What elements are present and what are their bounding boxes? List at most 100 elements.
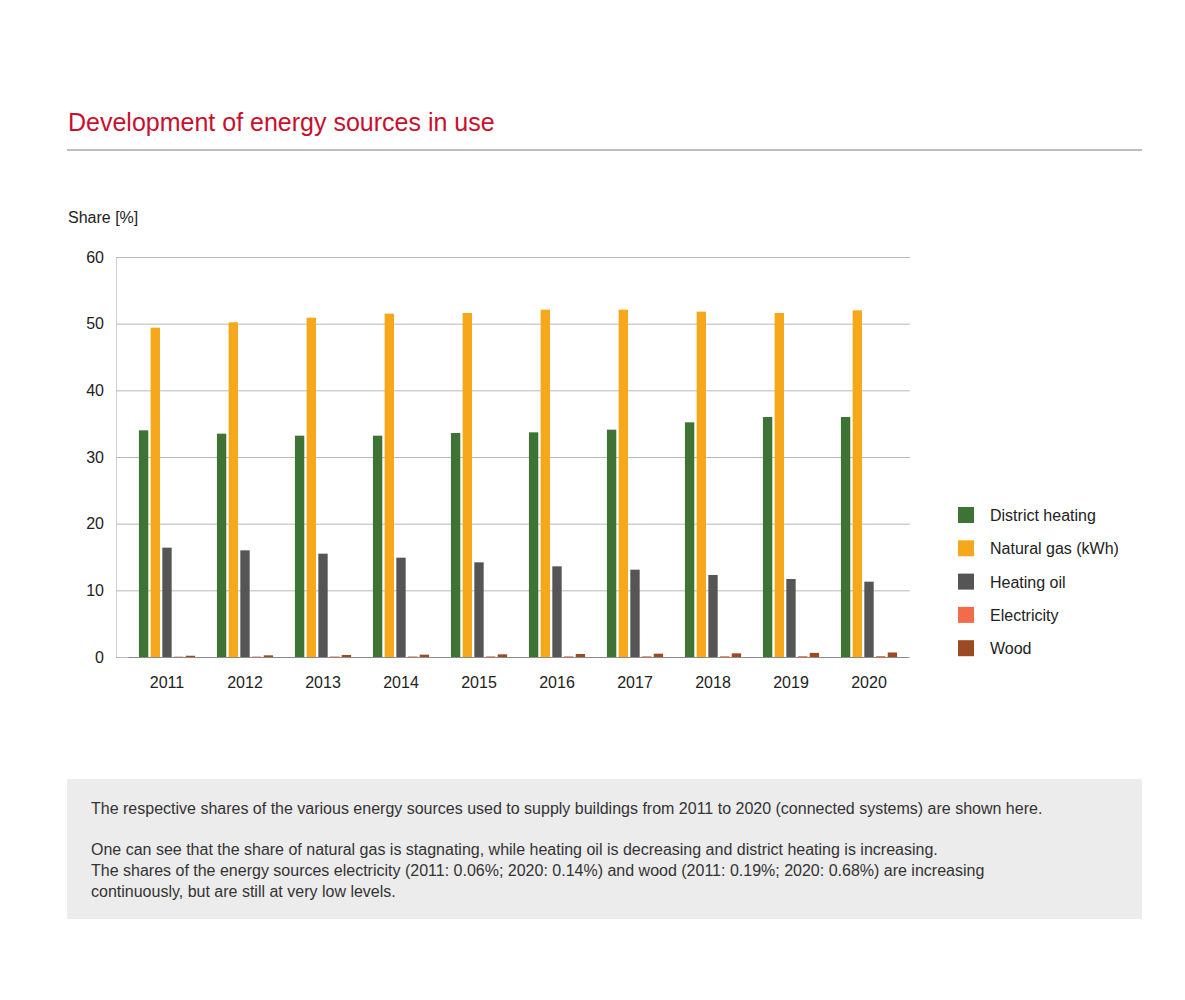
bar [295,436,304,657]
y-tick: 60 [86,249,910,266]
y-tick: 30 [86,449,910,466]
grid-line [116,657,910,658]
legend-label: Natural gas (kWh) [990,540,1119,557]
x-tick: 2017 [617,657,653,691]
bar [697,312,706,657]
bar-series [139,417,850,657]
bar [330,656,339,657]
x-tick: 2015 [461,657,497,691]
note-box [67,779,1142,919]
bar [373,436,382,657]
bar [420,655,429,657]
x-tick-label: 2011 [150,674,185,691]
note-text: continuously, but are still at very low … [91,883,396,900]
x-axis-line [129,657,909,658]
legend-label: Heating oil [990,574,1066,591]
bar [463,313,472,657]
y-tick: 20 [86,515,910,532]
x-tick: 2011 [150,657,185,691]
y-axis: 0102030405060 [86,249,910,666]
bar [174,656,183,657]
y-axis-label: Share [%] [68,209,138,226]
y-tick-label: 50 [86,315,104,332]
bar-series [151,310,862,657]
bar [342,655,351,657]
y-tick-label: 10 [86,582,104,599]
x-tick: 2016 [539,657,575,691]
legend-label: Wood [990,640,1032,657]
bar [853,310,862,657]
bar [607,430,616,657]
legend-swatch [958,574,974,590]
note-text: One can see that the share of natural ga… [91,841,938,858]
x-tick-label: 2012 [227,674,263,691]
chart-svg: Development of energy sources in use Shar… [0,0,1185,1000]
title-rule [67,149,1142,151]
bar [151,328,160,657]
bar [876,656,885,657]
bar [630,570,639,657]
x-tick-label: 2018 [695,674,731,691]
bar [720,656,729,657]
bar [529,432,538,657]
bar [486,656,495,657]
bar [888,652,897,657]
bar [408,656,417,657]
x-tick-label: 2017 [617,674,653,691]
bar [564,656,573,657]
y-tick-label: 30 [86,449,104,466]
x-tick: 2012 [227,657,263,691]
bar [576,654,585,657]
bar [685,422,694,657]
bar [385,314,394,657]
title: Development of energy sources in use [68,108,495,136]
bar [654,654,663,657]
x-tick: 2018 [695,657,731,691]
bar [318,554,327,657]
bar [307,318,316,657]
bar-series [174,656,885,657]
bar [474,562,483,657]
bar [217,434,226,657]
legend-label: Electricity [990,607,1058,624]
bar [396,558,405,657]
y-tick: 50 [86,315,910,332]
legend: District heating Natural gas (kWh) Heating… [958,507,1119,657]
bar [552,566,561,657]
x-tick-label: 2015 [461,674,497,691]
legend-swatch [958,507,974,523]
legend-swatch [958,607,974,623]
x-tick-label: 2016 [539,674,575,691]
bar [451,433,460,657]
bar [264,655,273,657]
page: {"chart_data": { "type": "bar", "title":… [0,0,1185,1000]
y-tick-label: 20 [86,515,104,532]
x-tick-label: 2020 [851,674,887,691]
bar [139,430,148,657]
note-text: The shares of the energy sources electri… [91,862,984,879]
bar [798,656,807,657]
y-tick-label: 60 [86,249,104,266]
y-tick-label: 40 [86,382,104,399]
x-tick-label: 2014 [383,674,419,691]
y-tick: 40 [86,382,910,399]
bar-series [186,652,897,657]
bar [708,575,717,657]
x-tick-label: 2013 [305,674,341,691]
x-tick: 2013 [305,657,341,691]
bar [841,417,850,657]
bar [732,653,741,657]
x-tick: 2019 [773,657,809,691]
bar-series [162,548,873,657]
legend-swatch [958,640,974,656]
legend-label: District heating [990,507,1096,524]
bar [186,656,195,657]
grid-line [116,257,910,258]
bar [763,417,772,657]
bar [498,654,507,657]
bar [252,656,261,657]
bar [229,322,238,657]
bar [642,656,651,657]
bar [162,548,171,657]
x-tick: 2020 [851,657,887,691]
